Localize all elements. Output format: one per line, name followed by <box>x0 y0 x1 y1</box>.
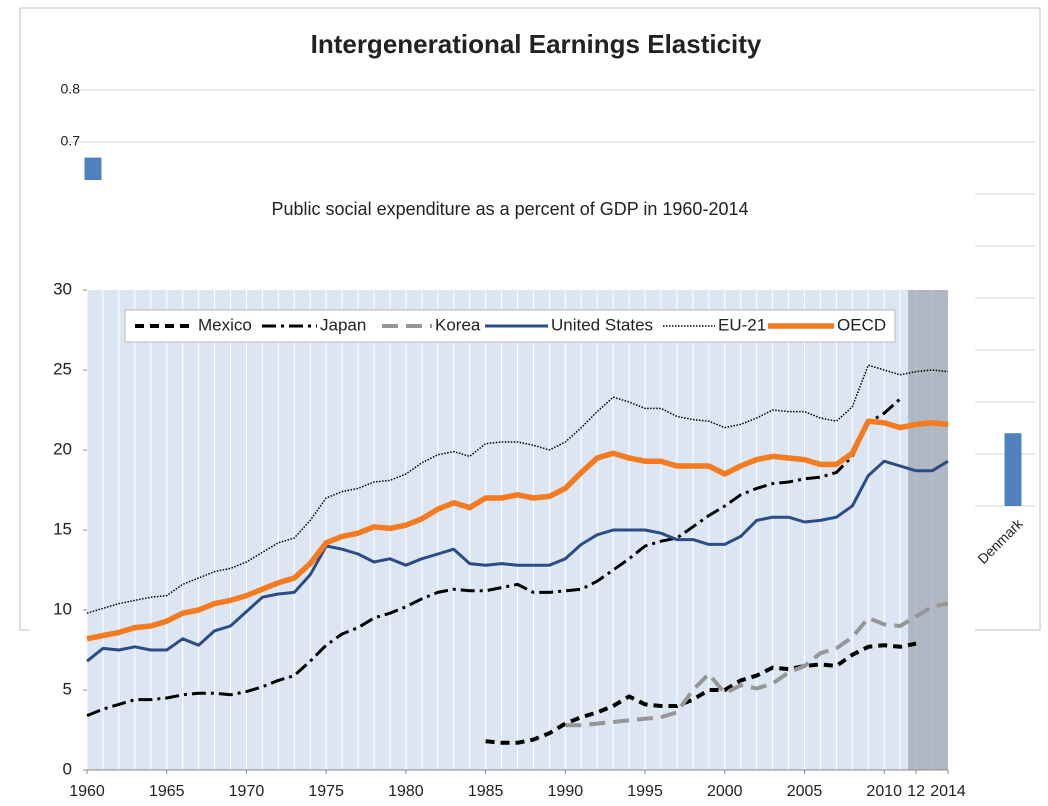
x-tick-label: 12 <box>907 783 925 800</box>
x-tick-label: 2014 <box>930 783 966 800</box>
series-line <box>485 641 917 745</box>
legend-label: OECD <box>837 315 886 334</box>
x-tick-label: 2005 <box>787 783 823 800</box>
x-tick-label: 1985 <box>468 783 504 800</box>
y-tick-label: 10 <box>53 599 72 618</box>
legend: Mexico Japan Korea United States EU-21 OECD <box>124 309 896 343</box>
x-tick-label: 1960 <box>69 783 105 800</box>
series-line <box>86 397 902 717</box>
x-tick-label: 2010 <box>866 783 902 800</box>
legend-label: United States <box>551 315 653 334</box>
legend-label: EU-21 <box>718 315 766 334</box>
series-line <box>565 601 949 728</box>
y-tick-label: 30 <box>53 279 72 298</box>
x-tick-label: 1975 <box>308 783 344 800</box>
legend-label: Mexico <box>198 315 252 334</box>
y-tick-label: 0.8 <box>61 81 81 97</box>
x-tick-label: 1980 <box>388 783 424 800</box>
y-tick-label: 25 <box>53 359 72 378</box>
legend-label: Japan <box>320 315 366 334</box>
y-tick-label: 20 <box>53 439 72 458</box>
series-line <box>86 364 949 614</box>
x-tick-label: 1995 <box>627 783 663 800</box>
y-tick-label: 15 <box>53 519 72 538</box>
y-tick-label: 5 <box>63 679 72 698</box>
x-tick-label: 2000 <box>707 783 743 800</box>
bar <box>1004 433 1022 506</box>
highlight-band <box>908 290 948 770</box>
x-tick-label: 1965 <box>149 783 185 800</box>
x-tick-label: 1990 <box>548 783 584 800</box>
foreground-chart: 0 5 10 15 20 25 30 1960 1965 1970 1975 1980 1985 1990… <box>53 279 966 800</box>
y-tick-label: 0 <box>63 759 72 778</box>
x-tick-label: 1970 <box>229 783 265 800</box>
foreground-chart-title: Public social expenditure as a percent o… <box>272 199 749 219</box>
y-tick-label: 0.7 <box>61 133 81 149</box>
background-chart-title: Intergenerational Earnings Elasticity <box>311 29 762 59</box>
series-line <box>86 418 949 642</box>
series-line <box>86 459 949 663</box>
legend-label: Korea <box>435 315 481 334</box>
